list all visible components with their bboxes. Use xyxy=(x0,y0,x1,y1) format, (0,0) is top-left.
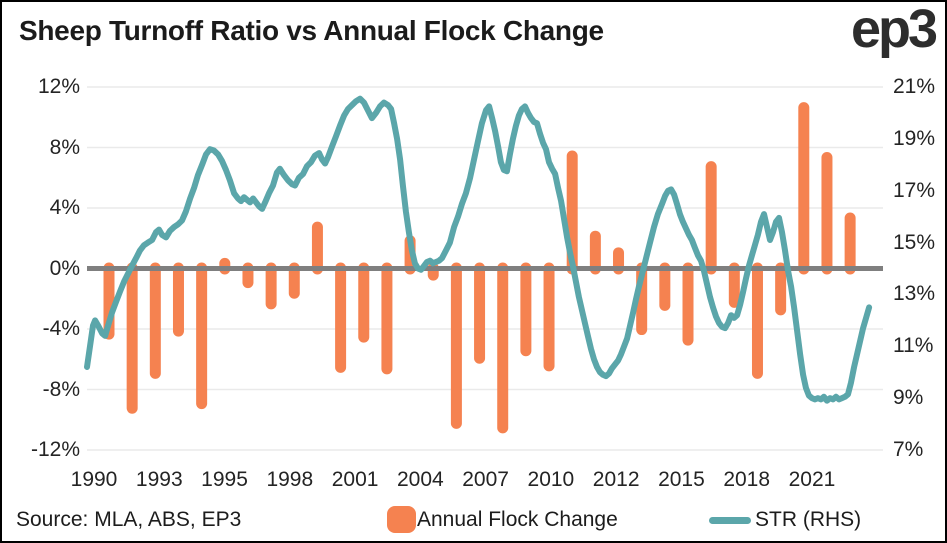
x-axis-label: 1998 xyxy=(266,468,314,491)
flock-change-bar xyxy=(358,262,370,343)
x-axis-label: 1993 xyxy=(135,468,183,491)
x-axis-label: 2007 xyxy=(462,468,509,491)
legend-bar-swatch-icon xyxy=(387,506,416,533)
flock-change-bar xyxy=(821,152,833,275)
flock-change-bar xyxy=(265,262,277,310)
flock-change-bar xyxy=(311,221,323,275)
flock-change-bar xyxy=(520,262,532,357)
right-axis-label: 9% xyxy=(893,386,924,410)
flock-change-bar xyxy=(659,262,671,311)
flock-change-bar xyxy=(196,262,208,410)
flock-change-bar xyxy=(775,262,787,316)
left-axis-label: 12% xyxy=(37,75,80,98)
flock-change-bar xyxy=(589,230,601,275)
x-axis-label: 1995 xyxy=(201,468,248,491)
x-axis-label: 2004 xyxy=(396,468,444,491)
flock-change-bar xyxy=(149,262,161,379)
right-axis-label: 17% xyxy=(893,178,936,202)
chart-title: Sheep Turnoff Ratio vs Annual Flock Chan… xyxy=(19,15,604,46)
right-axis-label: 7% xyxy=(893,438,924,461)
left-axis-label: -12% xyxy=(30,438,80,461)
left-axis-label: 0% xyxy=(49,256,80,280)
right-axis-label: 13% xyxy=(893,282,936,306)
legend-line-label: STR (RHS) xyxy=(755,508,862,531)
flock-change-bar xyxy=(126,262,138,414)
flock-change-bar xyxy=(288,262,300,299)
x-axis-label: 2015 xyxy=(658,468,705,491)
x-axis-label: 2021 xyxy=(788,468,836,491)
flock-change-bar xyxy=(497,262,509,434)
x-axis-label: 2018 xyxy=(723,468,771,491)
flock-change-bar xyxy=(728,262,740,308)
source-label: Source: MLA, ABS, EP3 xyxy=(16,508,242,531)
x-axis-label: 1990 xyxy=(70,468,118,491)
str-line xyxy=(84,95,873,404)
flock-change-bar xyxy=(335,262,347,373)
flock-change-bar xyxy=(682,262,694,346)
left-axis-label: -8% xyxy=(42,377,80,401)
left-axis-label: -4% xyxy=(42,317,80,340)
right-axis-label: 15% xyxy=(893,230,936,254)
x-axis-label: 2001 xyxy=(331,468,379,491)
x-axis-label: 2010 xyxy=(527,468,575,491)
flock-change-bar xyxy=(705,161,717,275)
flock-change-bar xyxy=(798,102,810,275)
left-axis-label: 4% xyxy=(49,196,80,219)
ep3-logo: ep3 xyxy=(850,0,938,59)
flock-change-bar xyxy=(751,262,763,379)
right-axis-label: 21% xyxy=(893,75,936,98)
legend-bar-label: Annual Flock Change xyxy=(417,508,618,531)
flock-change-bar xyxy=(450,262,462,429)
left-axis-label: 8% xyxy=(49,135,80,159)
right-axis-label: 19% xyxy=(893,126,936,150)
flock-change-bar xyxy=(381,262,393,375)
flock-change-bar xyxy=(543,262,555,372)
flock-change-bar xyxy=(172,262,184,337)
legend-line-swatch-icon xyxy=(709,517,751,524)
right-axis-label: 11% xyxy=(893,334,934,358)
flock-change-bar xyxy=(474,262,486,364)
flock-change-bar xyxy=(844,212,856,275)
x-axis-label: 2012 xyxy=(592,468,640,491)
